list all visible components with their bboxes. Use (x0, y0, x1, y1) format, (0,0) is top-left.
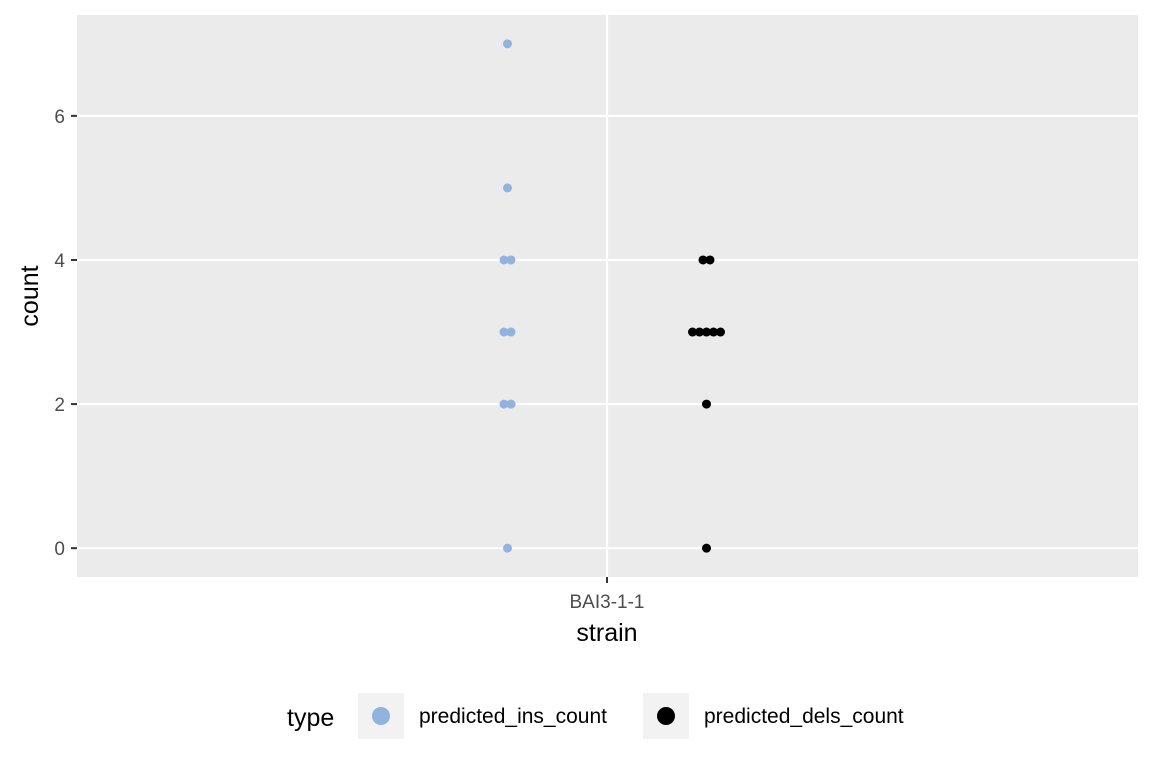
x-axis-title: strain (576, 619, 637, 647)
grid-lines (77, 15, 1138, 577)
data-point (695, 327, 704, 337)
data-point (506, 399, 516, 409)
data-point (506, 255, 516, 265)
y-tick-label: 2 (54, 395, 65, 416)
data-point (702, 399, 711, 409)
y-tick-label: 0 (54, 539, 65, 560)
data-point (702, 327, 711, 337)
y-axis-title: count (16, 265, 44, 326)
data-point (506, 327, 516, 337)
data-point (499, 255, 509, 265)
y-tick-label: 6 (54, 107, 65, 128)
x-tick-label: BAI3-1-1 (570, 592, 645, 613)
data-point (499, 327, 509, 337)
data-point (503, 543, 512, 553)
legend-marker-ins (372, 707, 390, 725)
data-point (716, 327, 725, 337)
data-points (499, 39, 725, 553)
data-point (688, 327, 697, 337)
data-point (705, 255, 715, 265)
data-point (702, 543, 711, 553)
y-tick-label: 4 (54, 251, 65, 272)
legend-title: type (287, 704, 334, 732)
data-point (503, 39, 512, 49)
legend-label-dels: predicted_dels_count (704, 705, 904, 728)
legend-marker-dels (657, 707, 675, 725)
data-point (499, 399, 509, 409)
legend-label-ins: predicted_ins_count (419, 705, 607, 728)
axes: 0 2 4 6 BAI3-1-1 (54, 107, 644, 613)
data-point (503, 183, 512, 193)
data-point (698, 255, 708, 265)
legend: type predicted_ins_count predicted_dels_… (287, 693, 904, 739)
data-point (709, 327, 718, 337)
